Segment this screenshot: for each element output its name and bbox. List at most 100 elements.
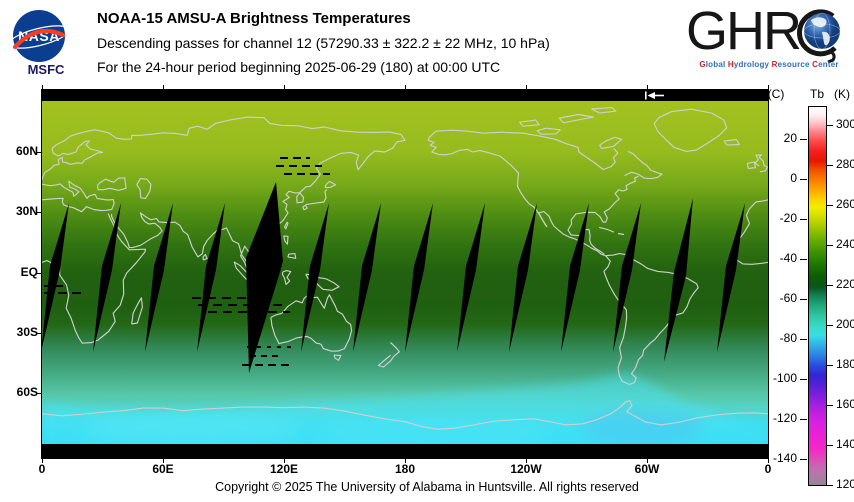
kelvin-tick-label: 140 xyxy=(836,437,854,451)
lon-tick-top xyxy=(284,85,285,90)
lon-label-180-3: 180 xyxy=(394,462,416,476)
ghrc-tagline-word: enter xyxy=(818,60,839,69)
colorbar-kelvin-header: (K) xyxy=(834,87,850,101)
coastline-path xyxy=(283,221,289,230)
ghrc-c-stand xyxy=(827,50,836,64)
celsius-tick xyxy=(800,178,807,181)
celsius-tick-label: 20 xyxy=(783,130,797,145)
kelvin-tick xyxy=(826,445,833,447)
coastline-path xyxy=(287,253,297,259)
coastline-path xyxy=(519,119,540,127)
page-subtitle-period: For the 24-hour period beginning 2025-06… xyxy=(97,59,501,75)
coastline-path xyxy=(283,235,289,245)
kelvin-tick xyxy=(826,205,833,207)
kelvin-tick-label: 240 xyxy=(836,237,854,251)
kelvin-tick-label: 200 xyxy=(836,317,854,331)
coastline-path xyxy=(324,180,337,189)
scan-direction-arrow-layer xyxy=(645,91,664,100)
lon-label-60W-5: 60W xyxy=(634,462,660,476)
swath-gap-wedge xyxy=(353,203,381,352)
lat-tick xyxy=(36,212,42,213)
lat-label-30N: 30N xyxy=(15,204,38,218)
coastline-path xyxy=(617,232,625,236)
lon-tick-top xyxy=(526,85,527,90)
south-polar-bright-band xyxy=(42,373,768,450)
celsius-tick xyxy=(800,218,807,221)
celsius-tick xyxy=(800,338,807,341)
lat-tick xyxy=(36,393,42,394)
celsius-tick-label: -20 xyxy=(779,210,797,225)
swath-gap-wedge xyxy=(93,203,121,352)
kelvin-tick-label: 220 xyxy=(836,277,854,291)
kelvin-tick xyxy=(826,405,833,407)
copyright-text: Copyright © 2025 The University of Alaba… xyxy=(215,480,639,494)
celsius-tick xyxy=(800,378,807,381)
coastline-path xyxy=(136,178,152,199)
ghrc-tagline-capital: R xyxy=(771,60,778,69)
ghrc-tagline-word: esource xyxy=(777,60,813,69)
scan-direction-arrow-icon xyxy=(645,91,664,100)
lat-tick xyxy=(36,273,42,274)
coastline-path xyxy=(653,108,728,152)
lon-tick-bottom xyxy=(647,458,648,463)
kelvin-tick-label: 160 xyxy=(836,397,854,411)
coastline-path xyxy=(333,354,342,361)
nasa-orbit-ellipse xyxy=(13,25,65,49)
ghrc-globe-north-america xyxy=(811,17,827,28)
celsius-tick-label: -140 xyxy=(772,450,797,465)
coastline-path xyxy=(131,297,143,325)
lat-label-60N: 60N xyxy=(15,144,38,158)
coastline-path xyxy=(536,127,561,135)
kelvin-tick-label: 180 xyxy=(836,357,854,371)
coastline-path xyxy=(42,213,147,344)
ghrc-tagline-capital: H xyxy=(727,60,734,69)
lat-label-60S: 60S xyxy=(16,385,38,399)
kelvin-tick xyxy=(826,165,833,167)
celsius-tick-label: -120 xyxy=(772,410,797,425)
coastline-path xyxy=(282,270,292,286)
colorbar xyxy=(808,106,827,486)
lon-label-120E-2: 120E xyxy=(269,462,299,476)
lon-tick-bottom xyxy=(163,458,164,463)
north-polar-no-data-bar xyxy=(42,90,768,101)
coastline-path xyxy=(624,150,663,180)
lon-label-60E-1: 60E xyxy=(152,462,174,476)
ghrc-c-arc xyxy=(796,9,837,57)
kelvin-tick xyxy=(826,245,833,247)
ghrc-tagline: Global Hydrology Resource Center xyxy=(680,60,854,69)
coastline-path xyxy=(42,116,406,271)
coastline-path xyxy=(302,204,308,211)
coastline-path xyxy=(603,253,699,386)
kelvin-tick-label: 280 xyxy=(836,157,854,171)
world-map-plot xyxy=(41,89,769,459)
lon-tick-bottom xyxy=(526,458,527,463)
ghrc-tagline-capital: C xyxy=(812,60,819,69)
nasa-red-swoosh xyxy=(13,28,65,50)
kelvin-tick xyxy=(826,485,833,487)
nasa-meatball-circle xyxy=(13,10,65,62)
ghrc-globe-south-america xyxy=(822,31,830,46)
coastline-path xyxy=(558,113,595,124)
kelvin-tick xyxy=(826,325,833,327)
coastline-path xyxy=(202,253,208,261)
kelvin-tick xyxy=(826,125,833,127)
lon-label-120W-4: 120W xyxy=(510,462,542,476)
lat-label-EQ: EQ xyxy=(20,265,38,279)
celsius-tick-label: -40 xyxy=(779,250,797,265)
kelvin-tick-label: 260 xyxy=(836,197,854,211)
coastline-path xyxy=(96,177,127,191)
coastline-path xyxy=(427,129,619,171)
ghrc-tagline-word: lobal xyxy=(705,60,728,69)
celsius-tick xyxy=(800,138,807,141)
page-subtitle-channel: Descending passes for channel 12 (57290.… xyxy=(97,35,550,51)
coastline-path xyxy=(599,226,615,233)
page-title: NOAA-15 AMSU-A Brightness Temperatures xyxy=(97,10,411,27)
swath-gap-wedge xyxy=(197,203,225,352)
celsius-tick xyxy=(800,418,807,421)
ghrc-tagline-word: ydrology xyxy=(733,60,772,69)
ghrc-tagline-capital: G xyxy=(699,60,706,69)
swath-gap-wedges xyxy=(42,157,745,373)
lon-tick-top xyxy=(405,85,406,90)
swath-gap-wedge xyxy=(246,182,283,373)
coastline-path xyxy=(599,136,623,149)
